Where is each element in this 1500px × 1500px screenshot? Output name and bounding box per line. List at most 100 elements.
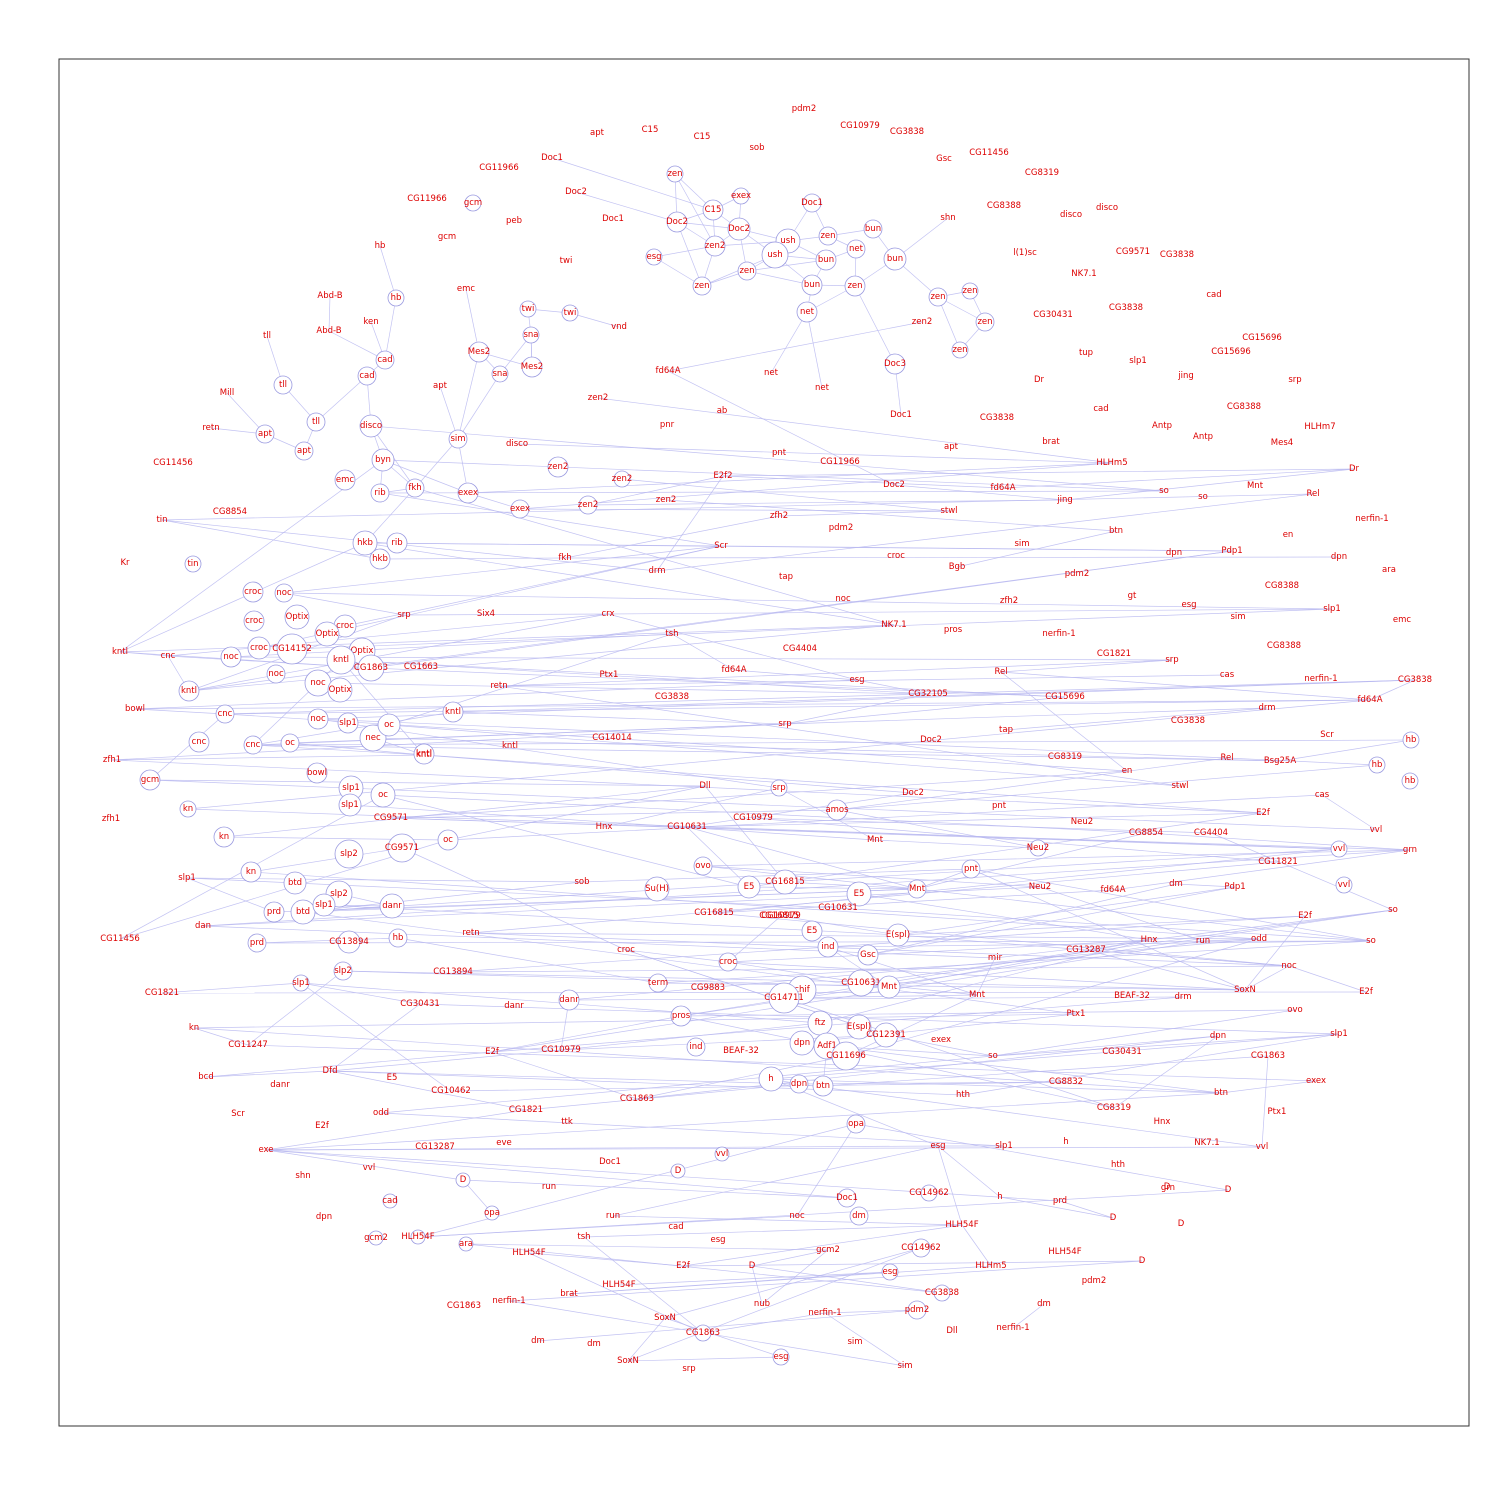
node-429: nerfin-1 [996,1323,1029,1333]
node-label: tap [779,572,793,582]
edge-226-241 [390,770,1128,819]
node-305: odd [1251,934,1267,944]
node-label: kntl [416,749,432,759]
node-label: zfh2 [1000,596,1018,606]
node-276: dm [1169,879,1183,889]
node-circle [242,581,264,603]
node-circle [578,495,598,515]
node-36: twi [560,256,573,266]
node-211: drm [1258,703,1275,713]
node-46: zen [844,275,866,297]
node-label: noc [223,652,239,662]
node-204: bowl [125,704,145,714]
node-359: exex [1306,1076,1326,1086]
node-label: Doc2 [883,480,905,490]
node-419: CG3838 [925,1284,959,1302]
node-168: croc [247,636,271,660]
node-label: hkb [372,554,388,564]
node-circle [613,470,631,488]
edge-415-422 [618,1271,891,1286]
node-18: Doc1 [602,214,624,224]
edge-326-321 [568,996,1184,1001]
edge-43-42 [746,270,813,286]
node-circle [188,731,210,753]
node-label: rib [391,538,402,548]
node-label: Hnx [596,822,613,832]
node-circle [379,893,405,919]
node-107: disco [506,439,528,449]
node-label: slp1 [342,783,360,793]
node-circle [670,1163,686,1179]
node-label: Ptx1 [1268,1107,1287,1117]
node-412: E2f [676,1261,691,1271]
node-label: prd [267,907,281,917]
node-label: drm [1258,703,1275,713]
edge-222-245 [423,754,1264,814]
node-label: Abd-B [316,326,341,336]
node-circle [961,859,981,879]
node-label: pros [944,625,963,635]
edge-302-303 [867,939,1150,956]
node-label: disco [506,439,528,449]
node-216: cnc [215,704,235,724]
node-343: slp1 [1330,1029,1348,1039]
edge-409-435 [627,1247,922,1362]
node-label: esg [930,1141,945,1151]
node-label: E5 [854,889,865,899]
edge-346-354 [822,1055,1269,1087]
node-362: odd [373,1108,389,1118]
node-label: CG10462 [431,1086,471,1096]
node-label: shn [295,1171,310,1181]
node-circle [448,429,468,449]
node-label: fd64A [990,483,1015,493]
node-354: CG1863 [1251,1051,1285,1061]
node-8: CG8319 [1025,168,1059,178]
node-label: HLH54F [945,1220,978,1230]
node-label: E5 [387,1073,398,1083]
node-257: slp2 [334,839,364,869]
edge-390-399 [999,1196,1114,1219]
node-label: HLHm7 [1304,422,1335,432]
node-268: sob [574,877,589,887]
node-label: CG11966 [407,194,447,204]
node-label: croc [245,616,263,626]
node-label: HLHm5 [1096,458,1127,468]
node-label: tll [263,331,271,341]
node-label: nerfin-1 [1355,514,1388,524]
edge-layer [111,157,1416,1367]
node-248: CG10979 [733,813,773,823]
node-label: CG1863 [1251,1051,1285,1061]
node-label: Scr [714,541,728,551]
node-label: SoxN [654,1313,676,1323]
edge-103-69 [457,373,501,440]
edge-418-405 [465,1243,829,1251]
node-186: noc [266,664,286,684]
node-label: slp1 [178,873,196,883]
node-80: srp [1288,375,1301,385]
node-label: Doc2 [902,788,924,798]
node-360: CG10462 [431,1086,471,1096]
node-65: tll [263,331,271,341]
node-label: bun [804,280,820,290]
node-245: E2f [1256,808,1271,818]
node-187: Ptx1 [600,670,619,680]
edge-185-180 [230,656,1173,661]
node-label: Doc1 [541,153,563,163]
edge-318-342 [845,994,978,1057]
node-label: Neu2 [1071,817,1093,827]
node-272: Su(H) [644,876,670,902]
node-label: jing [1056,495,1073,505]
node-73: Doc3 [884,353,906,375]
node-label: zen [977,317,992,327]
node-label: E(spl) [886,930,910,940]
node-266: Mnt [907,879,927,899]
node-114: so [1159,486,1169,496]
node-label: dpn [1166,548,1182,558]
node-336: ind [686,1037,706,1057]
node-290: retn [462,928,479,938]
node-238: srp [770,779,788,797]
edge-426-427 [824,1309,918,1314]
node-label: BEAF-32 [1114,991,1150,1001]
node-331: ovo [1287,1005,1302,1015]
node-339: E2f [485,1047,500,1057]
